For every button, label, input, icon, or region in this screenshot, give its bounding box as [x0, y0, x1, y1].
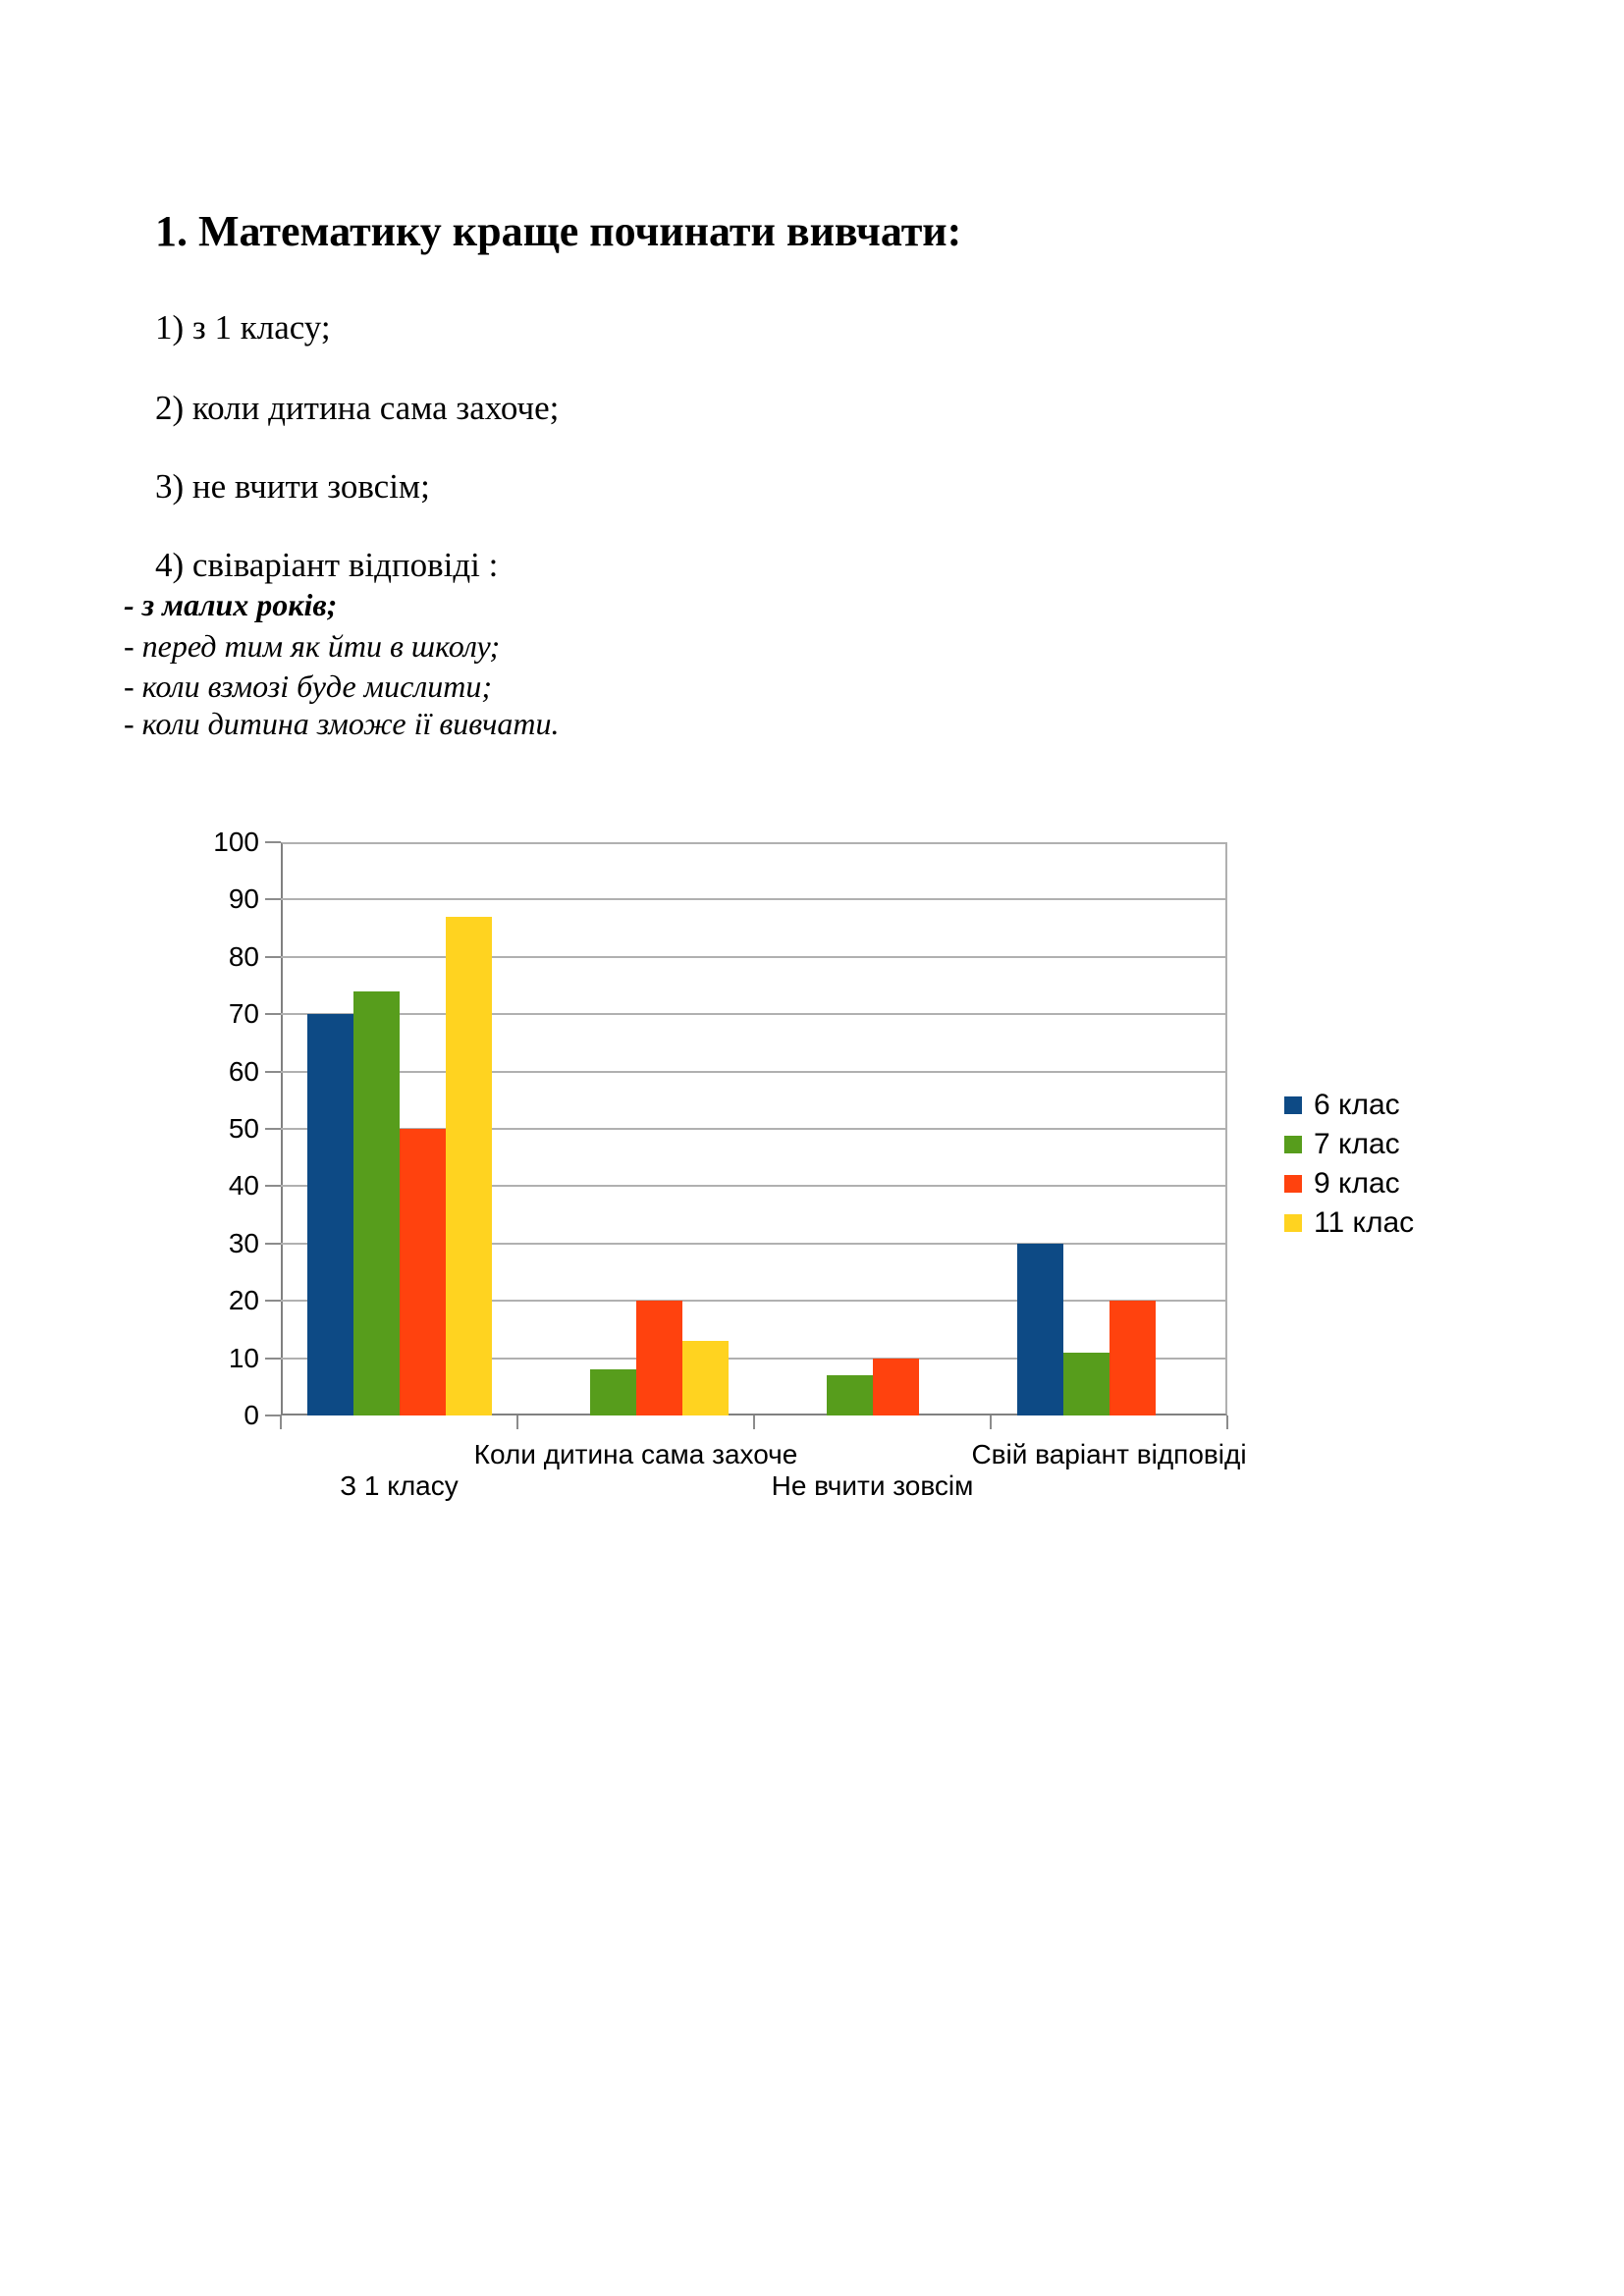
x-axis-tick-1	[516, 1415, 518, 1429]
bar-9-клас-cat4	[1109, 1301, 1156, 1415]
y-axis-tick-100	[265, 841, 281, 843]
legend-label-7-клас: 7 клас	[1314, 1128, 1400, 1160]
sub-option-4: - коли дитина зможе ії вивчати.	[124, 706, 560, 741]
x-axis-tick-3	[990, 1415, 992, 1429]
y-axis-tick-20	[265, 1300, 281, 1303]
y-axis-tick-70	[265, 1013, 281, 1016]
bar-7-клас-cat4	[1062, 1352, 1110, 1415]
y-axis-tick-60	[265, 1070, 281, 1073]
x-axis-tick-0	[280, 1415, 282, 1429]
option-1: 1) з 1 класу;	[155, 308, 331, 347]
legend-swatch-9-клас	[1284, 1175, 1302, 1193]
x-axis-tick-4	[1226, 1415, 1228, 1429]
x-axis-label-cat3: Не вчити зовсім	[771, 1470, 974, 1501]
y-axis-label-30: 30	[228, 1227, 259, 1258]
sub-option-1: - з малих років;	[124, 587, 338, 622]
y-axis-tick-50	[265, 1128, 281, 1130]
bar-9-клас-cat3	[872, 1358, 919, 1415]
gridline-30	[281, 1242, 1227, 1245]
x-axis-tick-2	[753, 1415, 755, 1429]
legend-label-9-клас: 9 клас	[1314, 1167, 1400, 1200]
legend-swatch-11-клас	[1284, 1214, 1302, 1232]
bar-9-клас-cat1	[399, 1129, 446, 1415]
gridline-60	[281, 1070, 1227, 1073]
legend-swatch-7-клас	[1284, 1136, 1302, 1153]
y-axis-label-0: 0	[244, 1400, 259, 1430]
x-axis-label-cat4: Свій варіант відповіді	[971, 1439, 1247, 1469]
x-axis-label-cat2: Коли дитина сама захоче	[473, 1439, 798, 1469]
gridline-10	[281, 1357, 1227, 1360]
y-axis-label-80: 80	[228, 940, 259, 972]
legend-label-11-клас: 11 клас	[1314, 1206, 1415, 1239]
bar-11-клас-cat1	[445, 916, 492, 1415]
bar-7-клас-cat2	[589, 1369, 636, 1415]
gridline-20	[281, 1300, 1227, 1303]
gridline-90	[281, 898, 1227, 901]
gridline-80	[281, 955, 1227, 958]
y-axis-label-10: 10	[228, 1342, 259, 1373]
sub-option-2: - перед тим як йти в школу;	[124, 628, 501, 664]
option-2: 2) коли дитина сама захоче;	[155, 389, 560, 427]
gridline-40	[281, 1185, 1227, 1188]
question-title: 1. Математику краще починати вивчати:	[155, 207, 962, 255]
y-axis-tick-90	[265, 898, 281, 901]
bar-11-клас-cat2	[681, 1341, 729, 1415]
y-axis-tick-40	[265, 1185, 281, 1188]
y-axis-label-90: 90	[228, 883, 259, 915]
y-axis-label-40: 40	[228, 1170, 259, 1201]
legend-swatch-6-клас	[1284, 1096, 1302, 1114]
bar-9-клас-cat2	[635, 1301, 682, 1415]
bar-7-клас-cat3	[826, 1375, 873, 1415]
y-axis-label-70: 70	[228, 998, 259, 1030]
legend-item-6-клас: 6 клас	[1284, 1086, 1400, 1125]
bar-7-клас-cat1	[352, 990, 400, 1415]
x-axis-label-cat1: З 1 класу	[340, 1470, 459, 1501]
legend-item-9-клас: 9 клас	[1284, 1164, 1400, 1203]
option-4: 4) свіваріант відповіді :	[155, 546, 499, 584]
bar-6-клас-cat1	[306, 1014, 353, 1415]
legend-item-7-клас: 7 клас	[1284, 1125, 1400, 1164]
sub-option-3: - коли взмозі буде мислити;	[124, 668, 492, 704]
y-axis-label-50: 50	[228, 1113, 259, 1144]
y-axis-label-100: 100	[213, 827, 259, 857]
gridline-50	[281, 1128, 1227, 1130]
option-3: 3) не вчити зовсім;	[155, 467, 430, 506]
legend-label-6-клас: 6 клас	[1314, 1089, 1400, 1121]
y-axis-tick-30	[265, 1242, 281, 1245]
y-axis-tick-0	[265, 1415, 281, 1416]
y-axis-label-60: 60	[228, 1055, 259, 1087]
bar-6-клас-cat4	[1016, 1243, 1063, 1415]
y-axis-label-20: 20	[228, 1285, 259, 1316]
gridline-70	[281, 1013, 1227, 1016]
y-axis-tick-80	[265, 955, 281, 958]
y-axis-tick-10	[265, 1357, 281, 1360]
legend-item-11-клас: 11 клас	[1284, 1203, 1414, 1243]
